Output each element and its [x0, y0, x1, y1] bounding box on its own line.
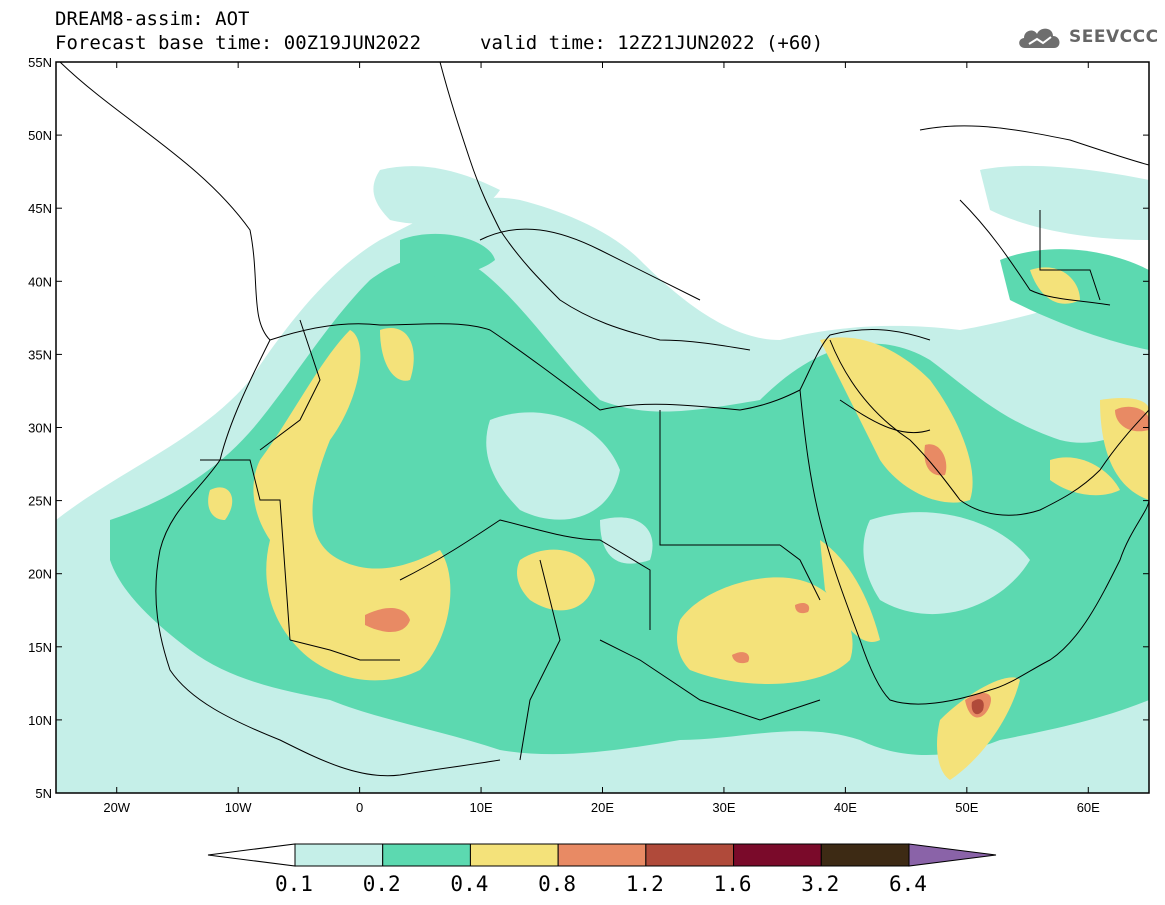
- aot-fields: [56, 165, 1149, 793]
- colorbar-label: 0.2: [362, 872, 401, 896]
- lat-tick-label: 45N: [28, 201, 52, 216]
- lon-tick-label: 10W: [225, 800, 252, 815]
- colorbar-label: 1.2: [625, 872, 664, 896]
- lon-tick-label: 20W: [103, 800, 130, 815]
- colorbar-label: 6.4: [889, 872, 927, 896]
- lat-tick-label: 10N: [28, 713, 52, 728]
- lon-tick-label: 30E: [712, 800, 735, 815]
- colorbar-swatch: [733, 843, 822, 867]
- colorbar-label: 1.6: [713, 872, 752, 896]
- colorbar-min-arrow: [207, 843, 296, 867]
- lat-tick-label: 40N: [28, 274, 52, 289]
- lat-tick-label: 15N: [28, 640, 52, 655]
- aot-band-0.8: [365, 608, 410, 632]
- lat-tick-label: 5N: [35, 786, 52, 801]
- colorbar-label: 3.2: [801, 872, 840, 896]
- colorbar-label: 0.4: [450, 872, 489, 896]
- coastlines: [59, 62, 1149, 777]
- lon-tick-label: 10E: [469, 800, 492, 815]
- latitude-axis: 55N 50N 45N 40N 35N 30N 25N 20N 15N 10N 5N: [28, 55, 1149, 801]
- longitude-axis: 20W 10W 0 10E 20E 30E 40E 50E 60E: [103, 62, 1100, 815]
- lon-tick-label: 50E: [955, 800, 978, 815]
- colorbar-swatch: [469, 843, 559, 867]
- logo-text: SEEVCCC: [1069, 27, 1159, 47]
- lat-tick-label: 50N: [28, 128, 52, 143]
- colorbar-swatch: [645, 843, 735, 867]
- colorbar-swatch: [557, 843, 647, 867]
- colorbar-swatch: [382, 843, 471, 867]
- cloud-logo-icon: [1019, 28, 1060, 48]
- valid-time: valid time: 12Z21JUN2022 (+60): [480, 32, 824, 54]
- lat-tick-label: 30N: [28, 421, 52, 436]
- colorbar-swatch: [820, 843, 910, 867]
- lon-tick-label: 40E: [834, 800, 857, 815]
- colorbar-label: 0.8: [538, 872, 577, 896]
- lat-tick-label: 35N: [28, 347, 52, 362]
- seevccc-logo: SEEVCCC: [1015, 22, 1159, 52]
- forecast-base-time: Forecast base time: 00Z19JUN2022: [55, 32, 422, 54]
- aot-band-0.4: [253, 330, 451, 681]
- lon-tick-label: 60E: [1077, 800, 1100, 815]
- lat-tick-label: 20N: [28, 567, 52, 582]
- lat-tick-label: 55N: [28, 55, 52, 70]
- lon-tick-label: 0: [356, 800, 363, 815]
- colorbar-label: 0.1: [275, 872, 313, 896]
- colorbar-swatch: [294, 843, 384, 867]
- colorbar-max-arrow: [908, 843, 997, 867]
- lon-tick-label: 20E: [591, 800, 614, 815]
- map-title: DREAM8-assim: AOT: [55, 8, 250, 30]
- aot-band-1.2: [971, 699, 984, 715]
- lat-tick-label: 25N: [28, 494, 52, 509]
